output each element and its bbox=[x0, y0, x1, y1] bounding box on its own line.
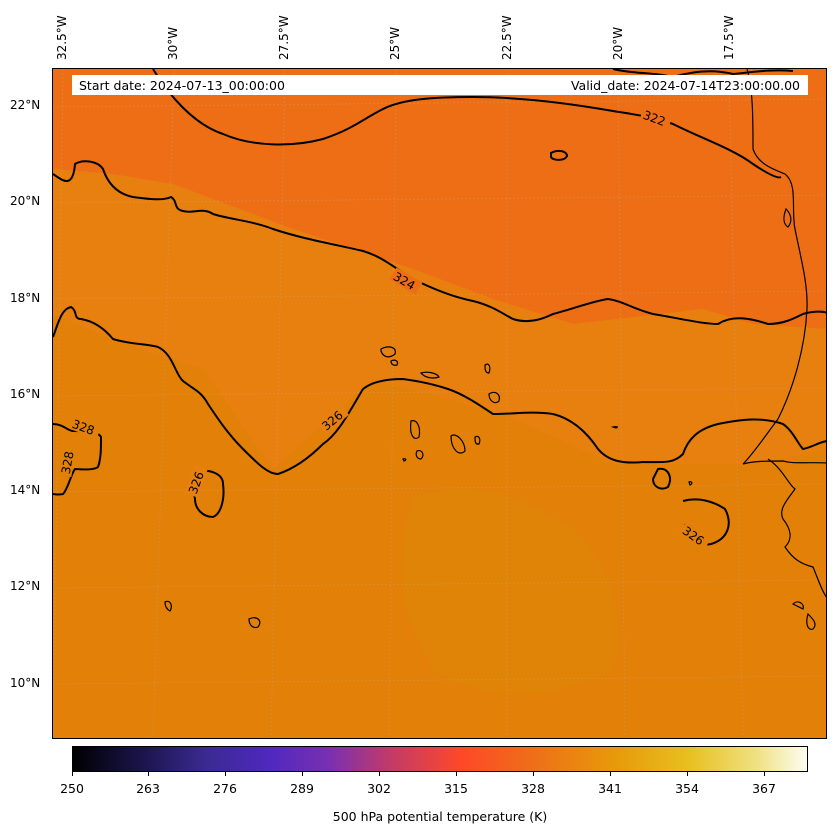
colorbar-tick bbox=[225, 771, 226, 776]
colorbar-tick bbox=[533, 771, 534, 776]
contour-328 bbox=[53, 423, 103, 496]
colorbar-tick-label: 276 bbox=[213, 781, 237, 796]
lat-label-14n: 14°N bbox=[10, 483, 41, 497]
colorbar bbox=[72, 746, 808, 772]
colorbar-tick bbox=[379, 771, 380, 776]
colorbar-tick-label: 263 bbox=[136, 781, 160, 796]
date-info-bar: Start date: 2024-07-13_00:00:00 Valid_da… bbox=[72, 75, 808, 95]
colorbar-tick bbox=[610, 771, 611, 776]
lon-label-30w: 30°W bbox=[166, 26, 180, 60]
colorbar-tick-label: 315 bbox=[444, 781, 468, 796]
lat-label-20n: 20°N bbox=[10, 194, 41, 208]
colorbar-tick-label: 367 bbox=[752, 781, 776, 796]
contour-322-north-segment bbox=[612, 69, 794, 79]
colorbar-tick-label: 302 bbox=[367, 781, 391, 796]
cool-patch bbox=[401, 489, 618, 694]
colorbar-tick-label: 289 bbox=[290, 781, 314, 796]
colorbar-tick-label: 250 bbox=[60, 781, 84, 796]
contour-326 bbox=[53, 305, 826, 476]
contour-326-cell-east bbox=[651, 467, 671, 490]
colorbar-tick bbox=[148, 771, 149, 776]
graticule bbox=[53, 69, 826, 738]
cape-verde-islands bbox=[164, 346, 693, 629]
contour-322-cell bbox=[550, 149, 569, 161]
lat-label-12n: 12°N bbox=[10, 579, 41, 593]
lat-label-16n: 16°N bbox=[10, 387, 41, 401]
colorbar-tick bbox=[72, 771, 73, 776]
contour-labels: 322 324 326 326 326 328 328 bbox=[57, 106, 712, 551]
lat-label-10n: 10°N bbox=[10, 676, 41, 690]
warm-region-fill bbox=[53, 69, 826, 329]
contour-322 bbox=[152, 69, 782, 179]
colorbar-tick bbox=[764, 771, 765, 776]
lon-label-17.5w: 17.5°W bbox=[722, 15, 736, 60]
lon-label-22.5w: 22.5°W bbox=[500, 15, 514, 60]
colorbar-title: 500 hPa potential temperature (K) bbox=[332, 809, 548, 824]
lon-label-32.5w: 32.5°W bbox=[55, 15, 69, 60]
colorbar-tick-label: 341 bbox=[598, 781, 622, 796]
start-date-label: Start date: 2024-07-13_00:00:00 bbox=[79, 78, 285, 93]
colorbar-tick bbox=[302, 771, 303, 776]
colorbar-tick bbox=[456, 771, 457, 776]
lon-label-25w: 25°W bbox=[388, 26, 402, 60]
lat-label-18n: 18°N bbox=[10, 291, 41, 305]
potential-temperature-map: 322 324 326 326 326 328 328 bbox=[53, 69, 826, 738]
lon-label-20w: 20°W bbox=[611, 26, 625, 60]
west-africa-coastline bbox=[742, 69, 826, 630]
map-panel: 322 324 326 326 326 328 328 bbox=[52, 68, 827, 739]
lon-label-27.5w: 27.5°W bbox=[277, 15, 291, 60]
colorbar-tick-label: 354 bbox=[675, 781, 699, 796]
contour-label-328-b: 328 bbox=[59, 450, 77, 475]
colorbar-tick bbox=[687, 771, 688, 776]
lat-label-22n: 22°N bbox=[10, 98, 41, 112]
colorbar-tick-label: 328 bbox=[521, 781, 545, 796]
valid-date-label: Valid_date: 2024-07-14T23:00:00.00 bbox=[570, 78, 800, 93]
